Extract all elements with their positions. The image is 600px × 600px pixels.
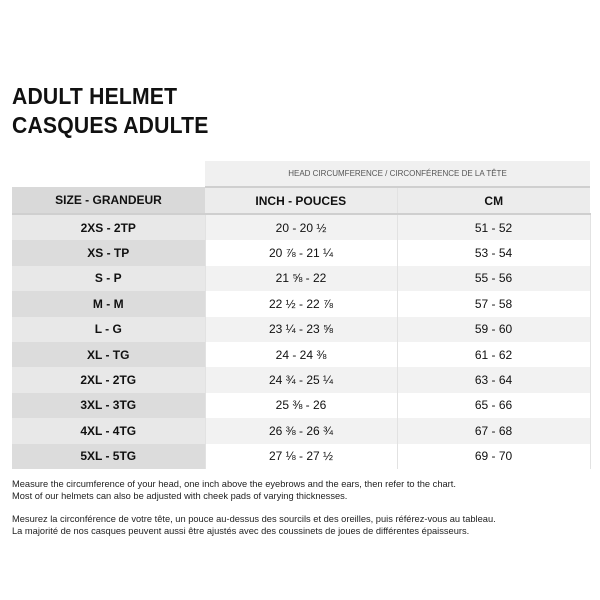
size-cell: M - M — [12, 291, 206, 317]
table-row: L - G 23 ¼ - 23 ⅝ 59 - 60 — [12, 316, 591, 342]
inch-cell: 23 ¼ - 23 ⅝ — [205, 316, 398, 342]
cm-cell: 57 - 58 — [397, 291, 591, 317]
cm-cell: 59 - 60 — [397, 316, 591, 342]
page-title: ADULT HELMET CASQUES ADULTE — [12, 82, 209, 140]
inch-cell: 22 ½ - 22 ⅞ — [205, 291, 398, 317]
measurement-notes: Measure the circumference of your head, … — [12, 478, 496, 548]
size-cell: 2XS - 2TP — [12, 214, 206, 241]
cm-cell: 55 - 56 — [397, 265, 591, 292]
inch-cell: 27 ⅛ - 27 ½ — [205, 443, 398, 469]
size-cell: 4XL - 4TG — [12, 418, 206, 444]
note-line: La majorité de nos casques peuvent aussi… — [12, 526, 470, 536]
title-french: CASQUES ADULTE — [12, 112, 209, 138]
size-cell: XS - TP — [12, 240, 206, 266]
size-cell: 3XL - 3TG — [12, 392, 206, 419]
note-line: Mesurez la circonférence de votre tête, … — [12, 514, 496, 524]
table-row: XL - TG 24 - 24 ⅜ 61 - 62 — [12, 341, 591, 368]
empty-corner — [12, 161, 205, 187]
cm-cell: 69 - 70 — [397, 443, 591, 469]
cm-cell: 63 - 64 — [397, 367, 591, 393]
size-cell: S - P — [12, 265, 206, 292]
note-line: Most of our helmets can also be adjusted… — [12, 491, 348, 501]
notes-french: Mesurez la circonférence de votre tête, … — [12, 513, 496, 537]
inch-cell: 24 - 24 ⅜ — [205, 341, 398, 368]
size-cell: 5XL - 5TG — [12, 443, 206, 469]
note-line: Measure the circumference of your head, … — [12, 479, 456, 489]
size-cell: 2XL - 2TG — [12, 367, 206, 393]
table-row: 2XL - 2TG 24 ¾ - 25 ¼ 63 - 64 — [12, 367, 591, 393]
table-row: S - P 21 ⅝ - 22 55 - 56 — [12, 265, 591, 292]
column-header-size: SIZE - GRANDEUR — [12, 187, 205, 215]
table-row: 4XL - 4TG 26 ⅜ - 26 ¾ 67 - 68 — [12, 418, 591, 444]
notes-english: Measure the circumference of your head, … — [12, 478, 496, 502]
table-row: 5XL - 5TG 27 ⅛ - 27 ½ 69 - 70 — [12, 443, 591, 469]
inch-cell: 26 ⅜ - 26 ¾ — [205, 418, 398, 444]
table-row: 3XL - 3TG 25 ⅜ - 26 65 - 66 — [12, 392, 591, 419]
inch-cell: 20 ⅞ - 21 ¼ — [205, 240, 398, 266]
title-english: ADULT HELMET — [12, 83, 178, 109]
cm-cell: 65 - 66 — [397, 392, 591, 419]
table-row: 2XS - 2TP 20 - 20 ½ 51 - 52 — [12, 214, 591, 241]
column-header-cm: CM — [397, 187, 591, 215]
inch-cell: 25 ⅜ - 26 — [205, 392, 398, 419]
cm-cell: 53 - 54 — [397, 240, 591, 266]
cm-cell: 61 - 62 — [397, 341, 591, 368]
inch-cell: 20 - 20 ½ — [205, 214, 398, 241]
cm-cell: 51 - 52 — [397, 214, 591, 241]
cm-cell: 67 - 68 — [397, 418, 591, 444]
inch-cell: 24 ¾ - 25 ¼ — [205, 367, 398, 393]
table-row: XS - TP 20 ⅞ - 21 ¼ 53 - 54 — [12, 240, 591, 266]
size-chart-table: HEAD CIRCUMFERENCE / CIRCONFÉRENCE DE LA… — [12, 161, 591, 469]
size-cell: L - G — [12, 316, 206, 342]
table-row: M - M 22 ½ - 22 ⅞ 57 - 58 — [12, 291, 591, 317]
size-cell: XL - TG — [12, 341, 206, 368]
group-header-head-circumference: HEAD CIRCUMFERENCE / CIRCONFÉRENCE DE LA… — [205, 161, 591, 188]
column-header-inch: INCH - POUCES — [205, 187, 398, 215]
inch-cell: 21 ⅝ - 22 — [205, 265, 398, 292]
